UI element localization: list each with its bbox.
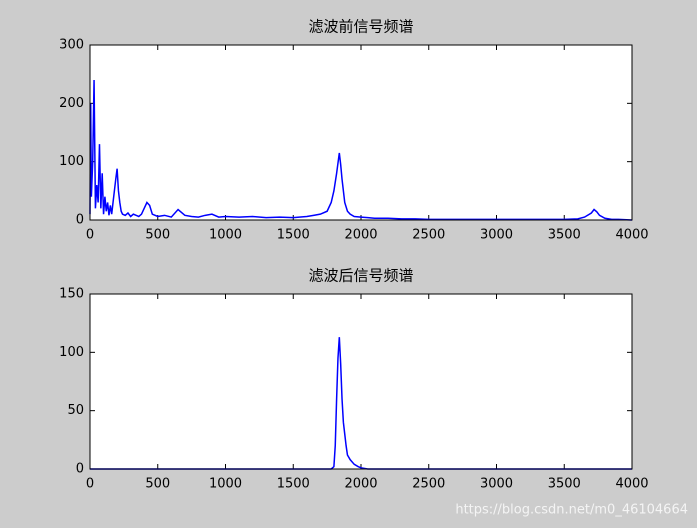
x-tick-label: 1000 — [209, 228, 242, 243]
x-tick-label: 2000 — [344, 228, 377, 243]
x-tick-label: 3500 — [548, 228, 581, 243]
y-tick-label: 300 — [59, 38, 84, 53]
x-tick-label: 3000 — [480, 477, 513, 492]
watermark: https://blog.csdn.net/m0_46104664 — [455, 503, 688, 518]
x-tick-label: 1500 — [277, 477, 310, 492]
x-tick-label: 4000 — [615, 228, 648, 243]
x-tick-label: 500 — [145, 228, 170, 243]
x-tick-label: 2500 — [412, 228, 445, 243]
x-tick-label: 3500 — [548, 477, 581, 492]
axes-frame — [89, 44, 633, 221]
x-tick-label: 1500 — [277, 228, 310, 243]
chart-title: 滤波前信号频谱 — [308, 18, 413, 36]
x-tick-label: 4000 — [615, 477, 648, 492]
x-tick-label: 2000 — [344, 477, 377, 492]
plot-area — [90, 294, 632, 469]
y-tick-label: 200 — [59, 96, 84, 111]
x-tick-label: 0 — [86, 228, 94, 243]
y-tick-label: 100 — [59, 345, 84, 360]
x-tick-label: 3000 — [480, 228, 513, 243]
spectrum-line — [89, 79, 633, 221]
chart-title: 滤波后信号频谱 — [308, 267, 413, 285]
y-tick-label: 0 — [76, 462, 84, 477]
plot-area — [90, 45, 632, 220]
x-tick-label: 2500 — [412, 477, 445, 492]
y-tick-label: 100 — [59, 154, 84, 169]
x-tick-label: 1000 — [209, 477, 242, 492]
y-tick-label: 150 — [59, 287, 84, 302]
y-tick-label: 0 — [76, 213, 84, 228]
x-tick-label: 500 — [145, 477, 170, 492]
y-tick-label: 50 — [67, 403, 84, 418]
x-tick-label: 0 — [86, 477, 94, 492]
axes-frame — [89, 293, 633, 470]
